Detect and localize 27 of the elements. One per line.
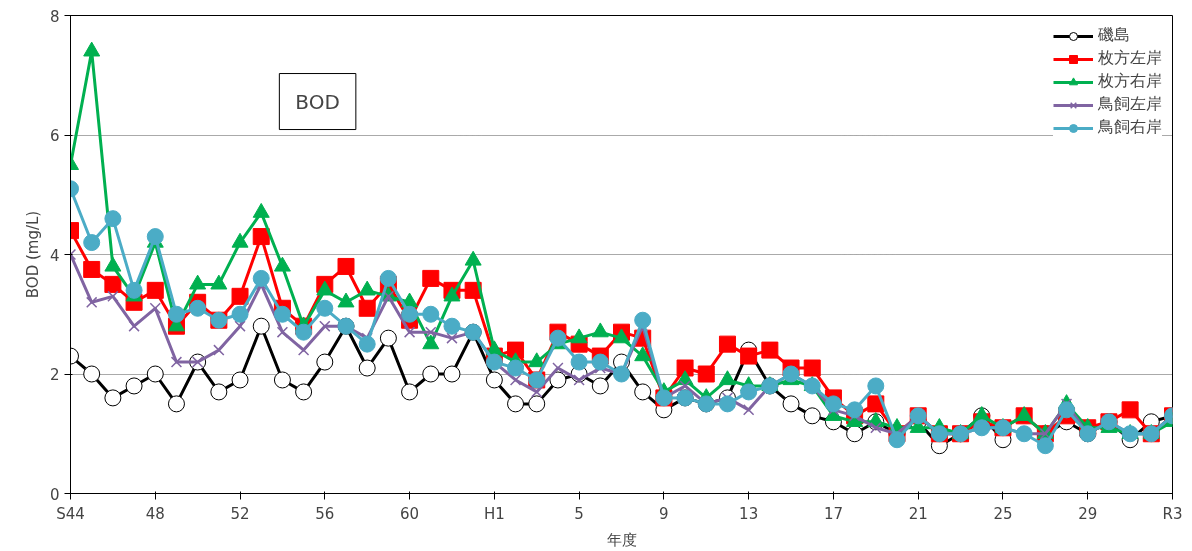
legend-label: 鳥飼左岸 xyxy=(1098,94,1162,115)
x-tick-label: 21 xyxy=(908,504,928,523)
x-tick-label: S44 xyxy=(56,504,85,523)
legend-label: 磯島 xyxy=(1098,25,1130,46)
x-tick-label: 29 xyxy=(1078,504,1098,523)
x-axis-title: 年度 xyxy=(606,530,637,549)
legend-label: 枚方右岸 xyxy=(1098,71,1162,92)
x-tick-label: 60 xyxy=(400,504,420,523)
legend-label: 枚方左岸 xyxy=(1098,48,1162,69)
x-tick-label: H1 xyxy=(483,504,505,523)
x-tick-label: 48 xyxy=(145,504,165,523)
x-tick-label: 5 xyxy=(574,504,584,523)
x-tick-label: 9 xyxy=(659,504,669,523)
legend-label: 鳥飼右岸 xyxy=(1098,117,1162,138)
y-axis-title: BOD (mg/L) xyxy=(23,210,42,299)
y-tick-label: 8 xyxy=(49,7,60,26)
x-tick-label: 52 xyxy=(230,504,250,523)
y-tick-label: 2 xyxy=(49,366,60,384)
x-tick-label: R3 xyxy=(1162,504,1183,523)
x-tick-label: 25 xyxy=(993,504,1013,523)
x-tick-label: 13 xyxy=(739,504,759,523)
x-tick-label: 56 xyxy=(315,504,335,523)
y-tick-label: 4 xyxy=(49,246,60,265)
text: BOD xyxy=(295,89,340,114)
x-tick-label: 17 xyxy=(823,504,843,523)
y-tick-label: 6 xyxy=(49,127,60,145)
y-tick-label: 0 xyxy=(49,485,60,504)
